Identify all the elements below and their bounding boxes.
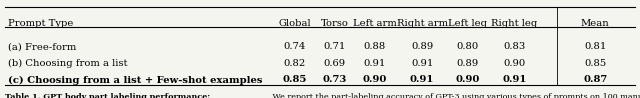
Text: 0.91: 0.91	[410, 75, 435, 84]
Text: 0.89: 0.89	[411, 42, 433, 51]
Text: 0.80: 0.80	[457, 42, 479, 51]
Text: 0.73: 0.73	[322, 75, 347, 84]
Text: Right arm: Right arm	[397, 19, 447, 28]
Text: 0.88: 0.88	[364, 42, 386, 51]
Text: Mean: Mean	[581, 19, 609, 28]
Text: Table 1. GPT body part labeling performance:: Table 1. GPT body part labeling performa…	[5, 93, 211, 98]
Text: 0.90: 0.90	[456, 75, 480, 84]
Text: 0.90: 0.90	[362, 75, 387, 84]
Text: 0.71: 0.71	[323, 42, 346, 51]
Text: (c) Choosing from a list + Few-shot examples: (c) Choosing from a list + Few-shot exam…	[8, 75, 262, 85]
Text: 0.74: 0.74	[284, 42, 305, 51]
Text: 0.85: 0.85	[584, 59, 606, 68]
Text: Torso: Torso	[321, 19, 348, 28]
Text: We report the part-labeling accuracy of GPT-3 using various types of prompts on : We report the part-labeling accuracy of …	[270, 93, 640, 98]
Text: 0.85: 0.85	[282, 75, 307, 84]
Text: 0.89: 0.89	[457, 59, 479, 68]
Text: Global: Global	[278, 19, 310, 28]
Text: 0.83: 0.83	[503, 42, 525, 51]
Text: Left arm: Left arm	[353, 19, 397, 28]
Text: 0.81: 0.81	[584, 42, 606, 51]
Text: 0.91: 0.91	[364, 59, 386, 68]
Text: 0.87: 0.87	[583, 75, 607, 84]
Text: (b) Choosing from a list: (b) Choosing from a list	[8, 59, 127, 68]
Text: 0.91: 0.91	[502, 75, 527, 84]
Text: Prompt Type: Prompt Type	[8, 19, 73, 28]
Text: 0.91: 0.91	[411, 59, 433, 68]
Text: (a) Free-form: (a) Free-form	[8, 42, 76, 51]
Text: 0.82: 0.82	[284, 59, 305, 68]
Text: Right leg: Right leg	[491, 19, 538, 28]
Text: 0.90: 0.90	[503, 59, 525, 68]
Text: Left leg: Left leg	[449, 19, 487, 28]
Text: 0.69: 0.69	[323, 59, 346, 68]
